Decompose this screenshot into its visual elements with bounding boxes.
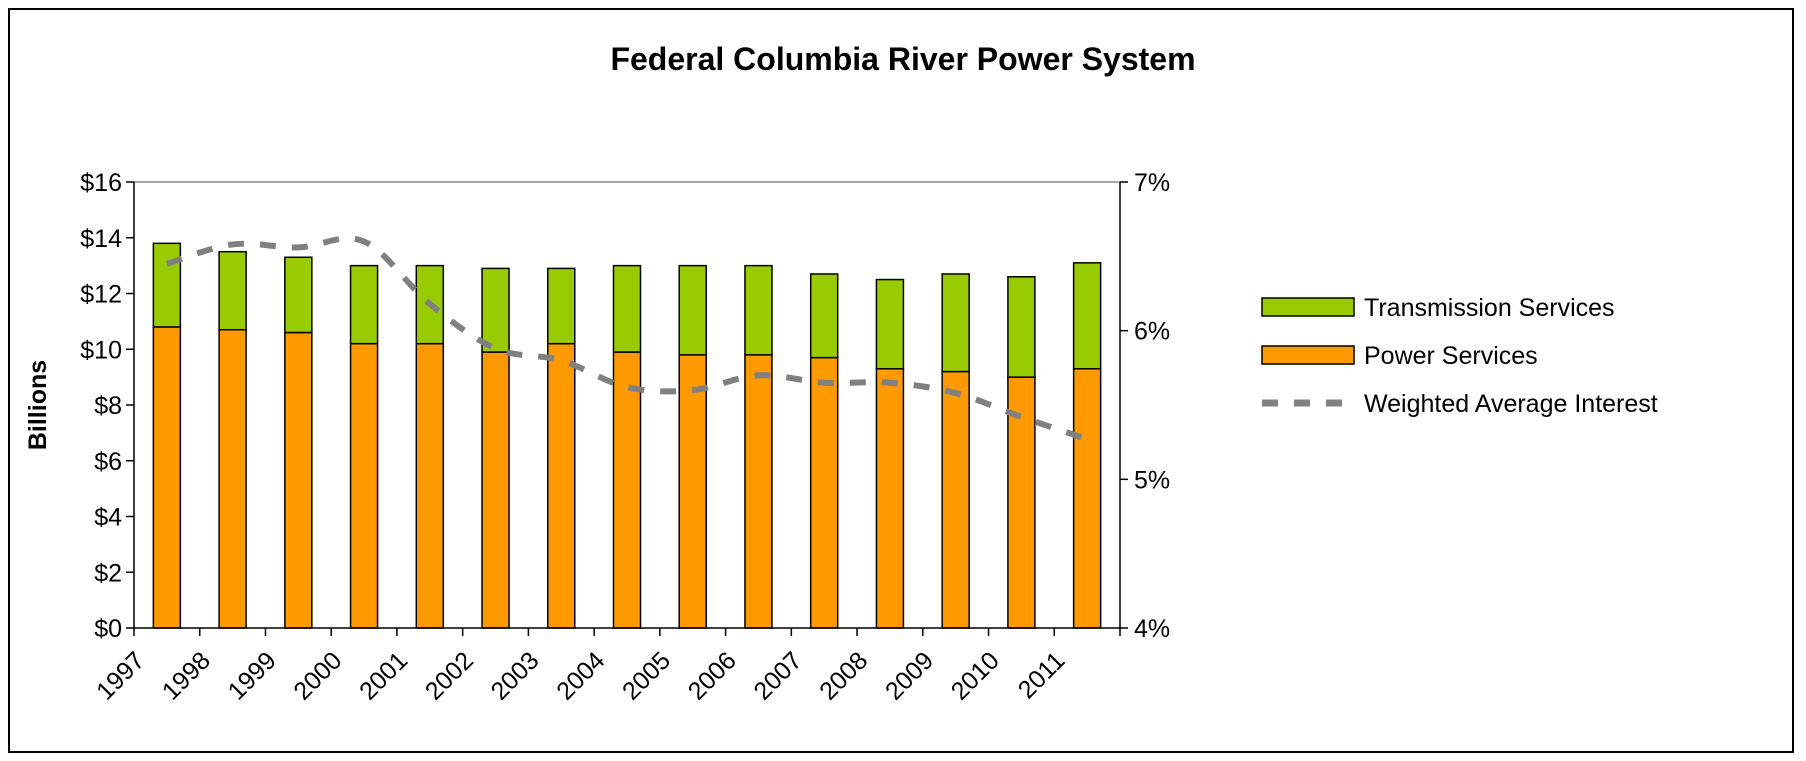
x-tick-label-2003: 2003: [486, 646, 545, 705]
x-tick-label-2005: 2005: [617, 646, 676, 705]
bar-power-2001: [415, 342, 445, 629]
bar-transmission-2007: [809, 273, 839, 359]
bar-transmission-2011: [1072, 262, 1102, 370]
x-tick-label-2006: 2006: [683, 646, 742, 705]
bar-transmission-2005: [678, 264, 707, 356]
bar-power-2011: [1072, 368, 1102, 629]
bar-transmission-2008: [875, 278, 905, 370]
bar-transmission-1999: [284, 256, 313, 334]
y-left-tick-label: $4: [94, 504, 122, 532]
y-right-tick-label: 7%: [1134, 169, 1170, 197]
bar-transmission-2000: [349, 264, 379, 345]
bar-transmission-2003: [547, 267, 576, 345]
bar-power-1998: [218, 328, 247, 629]
bar-power-1999: [284, 331, 313, 629]
legend-label-power: Power Services: [1364, 342, 1538, 370]
chart-title: Federal Columbia River Power System: [610, 41, 1195, 77]
bar-power-2004: [612, 351, 642, 629]
legend: Transmission Services Power Services Wei…: [1261, 294, 1658, 418]
x-tick-label-2004: 2004: [551, 646, 610, 705]
y-left-tick-label: $8: [94, 392, 122, 420]
y-left-tick-label: $10: [80, 336, 122, 364]
y-left-tick-label: $14: [80, 225, 122, 253]
legend-swatch-power: [1261, 345, 1355, 365]
y-axis-label: Billions: [24, 360, 52, 450]
y-right-tick-label: 5%: [1134, 466, 1170, 494]
bar-power-1997: [152, 326, 182, 629]
x-tick-label-2001: 2001: [354, 646, 413, 705]
bar-transmission-2004: [612, 264, 642, 353]
legend-swatch-transmission: [1261, 297, 1355, 317]
y-left-tick-label: $2: [94, 559, 122, 587]
bar-power-2005: [678, 354, 707, 629]
bar-power-2002: [481, 351, 510, 629]
x-tick-label-2009: 2009: [880, 646, 939, 705]
bar-transmission-1997: [152, 242, 182, 328]
y-left-tick-label: $12: [80, 281, 122, 309]
bar-transmission-2010: [1007, 276, 1036, 378]
bar-transmission-2006: [744, 264, 773, 356]
bar-transmission-2009: [941, 273, 970, 373]
x-tick-label-1999: 1999: [223, 646, 282, 705]
y-left-tick-label: $16: [80, 169, 122, 197]
x-tick-label-1998: 1998: [157, 646, 216, 705]
y-left-tick-label: $6: [94, 448, 122, 476]
bar-transmission-2002: [481, 267, 510, 353]
bar-transmission-1998: [218, 250, 247, 331]
y-right-tick-label: 4%: [1134, 615, 1170, 643]
bar-power-2009: [941, 370, 970, 629]
bar-power-2007: [809, 356, 839, 629]
x-tick-label-2011: 2011: [1013, 646, 1071, 704]
x-tick-label-2010: 2010: [946, 646, 1005, 705]
x-tick-label-2002: 2002: [420, 646, 479, 705]
y-left-tick-label: $0: [94, 615, 122, 643]
x-tick-label-2000: 2000: [288, 646, 347, 705]
legend-label-interest: Weighted Average Interest: [1364, 390, 1658, 418]
bar-power-2006: [744, 354, 773, 629]
y-right-tick-label: 6%: [1134, 318, 1170, 346]
bar-power-2008: [875, 368, 905, 629]
x-tick-label-2008: 2008: [814, 646, 873, 705]
bar-power-2000: [349, 342, 379, 629]
legend-label-transmission: Transmission Services: [1364, 294, 1615, 322]
x-tick-label-1997: 1997: [91, 646, 150, 705]
plot-area: $0 $2 $4 $6 $8 $10 $12 $14 $16 4% 5% 6% 7% 1997 1998 19…: [80, 169, 1170, 706]
bar-power-2003: [547, 342, 576, 629]
x-tick-label-2007: 2007: [748, 646, 807, 705]
